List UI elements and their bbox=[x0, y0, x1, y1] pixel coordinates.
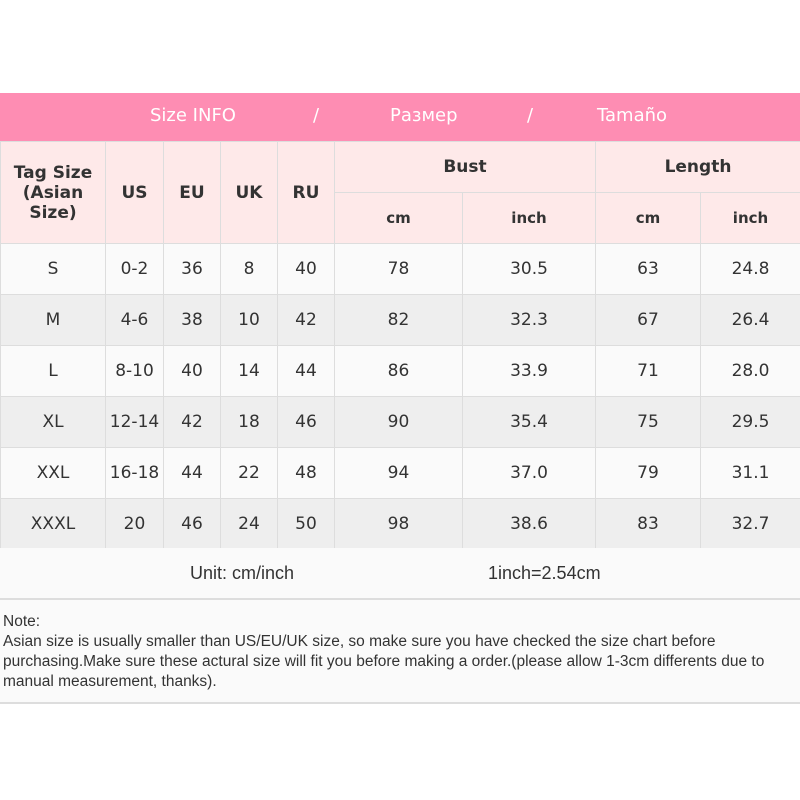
cell-ru: 40 bbox=[277, 243, 335, 295]
header-length: Length bbox=[595, 141, 800, 193]
banner-separator: / bbox=[313, 105, 320, 126]
table-row: L 8-10 40 14 44 86 33.9 71 28.0 bbox=[0, 345, 800, 397]
header-length-cm: cm bbox=[595, 192, 701, 244]
cell-bust-inch: 32.3 bbox=[462, 294, 596, 346]
header-bust-cm: cm bbox=[334, 192, 463, 244]
table-row: S 0-2 36 8 40 78 30.5 63 24.8 bbox=[0, 243, 800, 295]
cell-length-cm: 75 bbox=[595, 396, 701, 448]
cell-tag-size: XXXL bbox=[0, 498, 106, 550]
header-bust: Bust bbox=[334, 141, 596, 193]
cell-uk: 14 bbox=[220, 345, 278, 397]
cell-length-cm: 71 bbox=[595, 345, 701, 397]
cell-length-inch: 26.4 bbox=[700, 294, 800, 346]
cell-eu: 38 bbox=[163, 294, 221, 346]
table-row: XXL 16-18 44 22 48 94 37.0 79 31.1 bbox=[0, 447, 800, 499]
table-row: XXXL 20 46 24 50 98 38.6 83 32.7 bbox=[0, 498, 800, 550]
header-uk: UK bbox=[220, 141, 278, 244]
banner-title-en: Size INFO bbox=[150, 105, 236, 126]
cell-eu: 44 bbox=[163, 447, 221, 499]
cell-tag-size: L bbox=[0, 345, 106, 397]
cell-ru: 44 bbox=[277, 345, 335, 397]
cell-bust-cm: 98 bbox=[334, 498, 463, 550]
header-ru: RU bbox=[277, 141, 335, 244]
table-row: M 4-6 38 10 42 82 32.3 67 26.4 bbox=[0, 294, 800, 346]
cell-tag-size: S bbox=[0, 243, 106, 295]
cell-ru: 46 bbox=[277, 396, 335, 448]
cell-ru: 48 bbox=[277, 447, 335, 499]
cell-bust-inch: 33.9 bbox=[462, 345, 596, 397]
unit-row: Unit: cm/inch 1inch=2.54cm bbox=[0, 548, 800, 600]
cell-uk: 24 bbox=[220, 498, 278, 550]
cell-length-inch: 31.1 bbox=[700, 447, 800, 499]
note-text: Asian size is usually smaller than US/EU… bbox=[3, 633, 765, 690]
cell-ru: 42 bbox=[277, 294, 335, 346]
cell-bust-inch: 35.4 bbox=[462, 396, 596, 448]
table-row: XL 12-14 42 18 46 90 35.4 75 29.5 bbox=[0, 396, 800, 448]
cell-us: 20 bbox=[105, 498, 164, 550]
cell-length-inch: 32.7 bbox=[700, 498, 800, 550]
banner-separator: / bbox=[527, 105, 534, 126]
cell-eu: 46 bbox=[163, 498, 221, 550]
cell-uk: 22 bbox=[220, 447, 278, 499]
cell-us: 4-6 bbox=[105, 294, 164, 346]
size-info-banner: Size INFO / Размер / Tamaño bbox=[0, 93, 800, 141]
unit-conversion: 1inch=2.54cm bbox=[488, 563, 601, 583]
cell-length-cm: 67 bbox=[595, 294, 701, 346]
cell-uk: 18 bbox=[220, 396, 278, 448]
note-section: Note: Asian size is usually smaller than… bbox=[0, 600, 800, 704]
cell-uk: 10 bbox=[220, 294, 278, 346]
banner-title-ru: Размер bbox=[390, 105, 458, 126]
cell-ru: 50 bbox=[277, 498, 335, 550]
cell-bust-cm: 94 bbox=[334, 447, 463, 499]
cell-bust-cm: 86 bbox=[334, 345, 463, 397]
cell-length-cm: 63 bbox=[595, 243, 701, 295]
cell-eu: 36 bbox=[163, 243, 221, 295]
header-eu: EU bbox=[163, 141, 221, 244]
cell-length-inch: 28.0 bbox=[700, 345, 800, 397]
cell-tag-size: XL bbox=[0, 396, 106, 448]
cell-bust-inch: 30.5 bbox=[462, 243, 596, 295]
cell-eu: 42 bbox=[163, 396, 221, 448]
cell-bust-inch: 38.6 bbox=[462, 498, 596, 550]
unit-label: Unit: cm/inch bbox=[190, 563, 295, 583]
cell-bust-cm: 82 bbox=[334, 294, 463, 346]
cell-bust-cm: 78 bbox=[334, 243, 463, 295]
cell-length-cm: 79 bbox=[595, 447, 701, 499]
cell-length-inch: 29.5 bbox=[700, 396, 800, 448]
cell-uk: 8 bbox=[220, 243, 278, 295]
size-table: Tag Size (Asian Size) US EU UK RU Bust L… bbox=[0, 141, 800, 550]
banner-title-es: Tamaño bbox=[597, 105, 668, 126]
header-length-inch: inch bbox=[700, 192, 800, 244]
header-tag-size: Tag Size (Asian Size) bbox=[0, 141, 106, 244]
cell-length-inch: 24.8 bbox=[700, 243, 800, 295]
cell-eu: 40 bbox=[163, 345, 221, 397]
cell-us: 0-2 bbox=[105, 243, 164, 295]
cell-tag-size: XXL bbox=[0, 447, 106, 499]
header-bust-inch: inch bbox=[462, 192, 596, 244]
cell-us: 8-10 bbox=[105, 345, 164, 397]
cell-bust-cm: 90 bbox=[334, 396, 463, 448]
cell-us: 12-14 bbox=[105, 396, 164, 448]
cell-us: 16-18 bbox=[105, 447, 164, 499]
header-us: US bbox=[105, 141, 164, 244]
note-title: Note: bbox=[3, 613, 41, 630]
cell-bust-inch: 37.0 bbox=[462, 447, 596, 499]
cell-tag-size: M bbox=[0, 294, 106, 346]
cell-length-cm: 83 bbox=[595, 498, 701, 550]
